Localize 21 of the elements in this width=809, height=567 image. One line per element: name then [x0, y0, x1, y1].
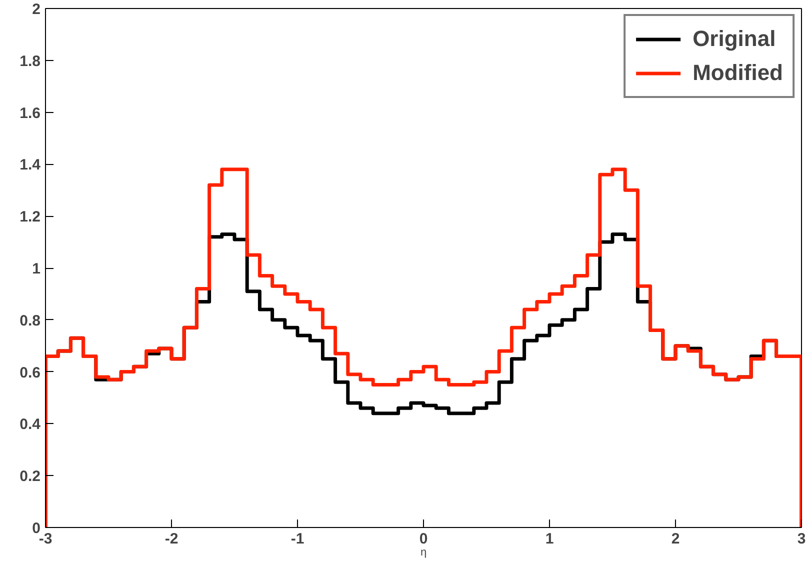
x-tick-label: -2 [164, 530, 178, 548]
y-tick-label: 0.4 [20, 416, 42, 434]
x-axis-title: η [420, 546, 427, 558]
x-tick-label: 1 [545, 530, 554, 548]
x-tick-label: 0 [419, 530, 428, 548]
y-tick-label: 1 [32, 260, 40, 278]
y-tick-label: 0.6 [20, 364, 41, 382]
x-tick-label: 3 [797, 530, 806, 548]
y-tick-label: 2 [32, 1, 40, 18]
y-tick-label: 0 [32, 520, 40, 537]
y-tick-label: 0.2 [20, 468, 41, 486]
y-tick-label: 1.8 [20, 52, 41, 70]
legend-label: Original [692, 26, 776, 52]
y-tick-label: 1.2 [20, 208, 41, 226]
y-tick-label: 0.8 [20, 312, 41, 330]
y-tick-label: 1.4 [20, 156, 42, 174]
x-tick-label: -3 [38, 530, 52, 548]
legend-label: Modified [692, 60, 783, 86]
y-tick-label: 1.6 [20, 104, 41, 122]
x-tick-label: -1 [290, 530, 304, 548]
x-tick-label: 2 [671, 530, 680, 548]
